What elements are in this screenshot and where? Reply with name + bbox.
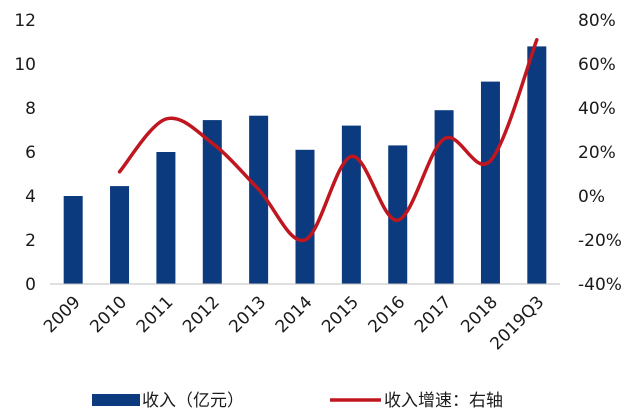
right-tick-label: 80% bbox=[578, 11, 616, 31]
legend-swatch-revenue bbox=[92, 394, 140, 406]
bar bbox=[434, 110, 454, 284]
right-tick-label: 40% bbox=[578, 99, 616, 119]
x-tick-label: 2014 bbox=[272, 292, 317, 337]
left-tick-label: 4 bbox=[25, 187, 36, 207]
right-tick-label: 60% bbox=[578, 55, 616, 75]
bar bbox=[388, 145, 408, 284]
left-axis-ticks: 0 2 4 6 8 10 12 bbox=[14, 11, 36, 295]
bar bbox=[202, 120, 222, 284]
x-tick-label: 2016 bbox=[365, 292, 410, 337]
legend-label-growth: 收入增速：右轴 bbox=[384, 391, 503, 411]
legend: 收入（亿元） 收入增速：右轴 bbox=[92, 391, 503, 411]
x-tick-label: 2012 bbox=[179, 292, 224, 337]
right-tick-label: -20% bbox=[578, 231, 622, 251]
bar bbox=[341, 125, 361, 284]
x-axis-ticks: 2009 2010 2011 2012 2013 2014 2015 2016 2017 2018… bbox=[40, 292, 548, 354]
x-tick-label: 2010 bbox=[86, 292, 131, 337]
bar bbox=[480, 81, 500, 284]
x-tick-label: 2017 bbox=[411, 292, 456, 337]
left-tick-label: 12 bbox=[14, 11, 36, 31]
bar bbox=[110, 186, 130, 284]
bar bbox=[295, 149, 315, 284]
right-tick-label: 0% bbox=[578, 187, 605, 207]
x-tick-label: 2011 bbox=[133, 292, 178, 337]
bar bbox=[527, 46, 547, 285]
left-tick-label: 10 bbox=[14, 55, 36, 75]
x-tick-label: 2015 bbox=[318, 292, 363, 337]
left-tick-label: 8 bbox=[25, 99, 36, 119]
right-tick-label: 20% bbox=[578, 143, 616, 163]
bar-series-revenue bbox=[63, 46, 547, 285]
right-axis-ticks: -40% -20% 0% 20% 40% 60% 80% bbox=[578, 11, 622, 295]
left-tick-label: 2 bbox=[25, 231, 36, 251]
growth-line bbox=[117, 38, 539, 243]
bar bbox=[63, 196, 83, 284]
x-tick-label: 2013 bbox=[225, 292, 270, 337]
x-tick-label: 2009 bbox=[40, 292, 85, 337]
left-tick-label: 0 bbox=[25, 275, 36, 295]
line-series-growth bbox=[117, 38, 539, 243]
bar bbox=[156, 152, 176, 284]
bar bbox=[249, 115, 269, 284]
legend-label-revenue: 收入（亿元） bbox=[142, 391, 244, 411]
right-tick-label: -40% bbox=[578, 275, 622, 295]
left-tick-label: 6 bbox=[25, 143, 36, 163]
